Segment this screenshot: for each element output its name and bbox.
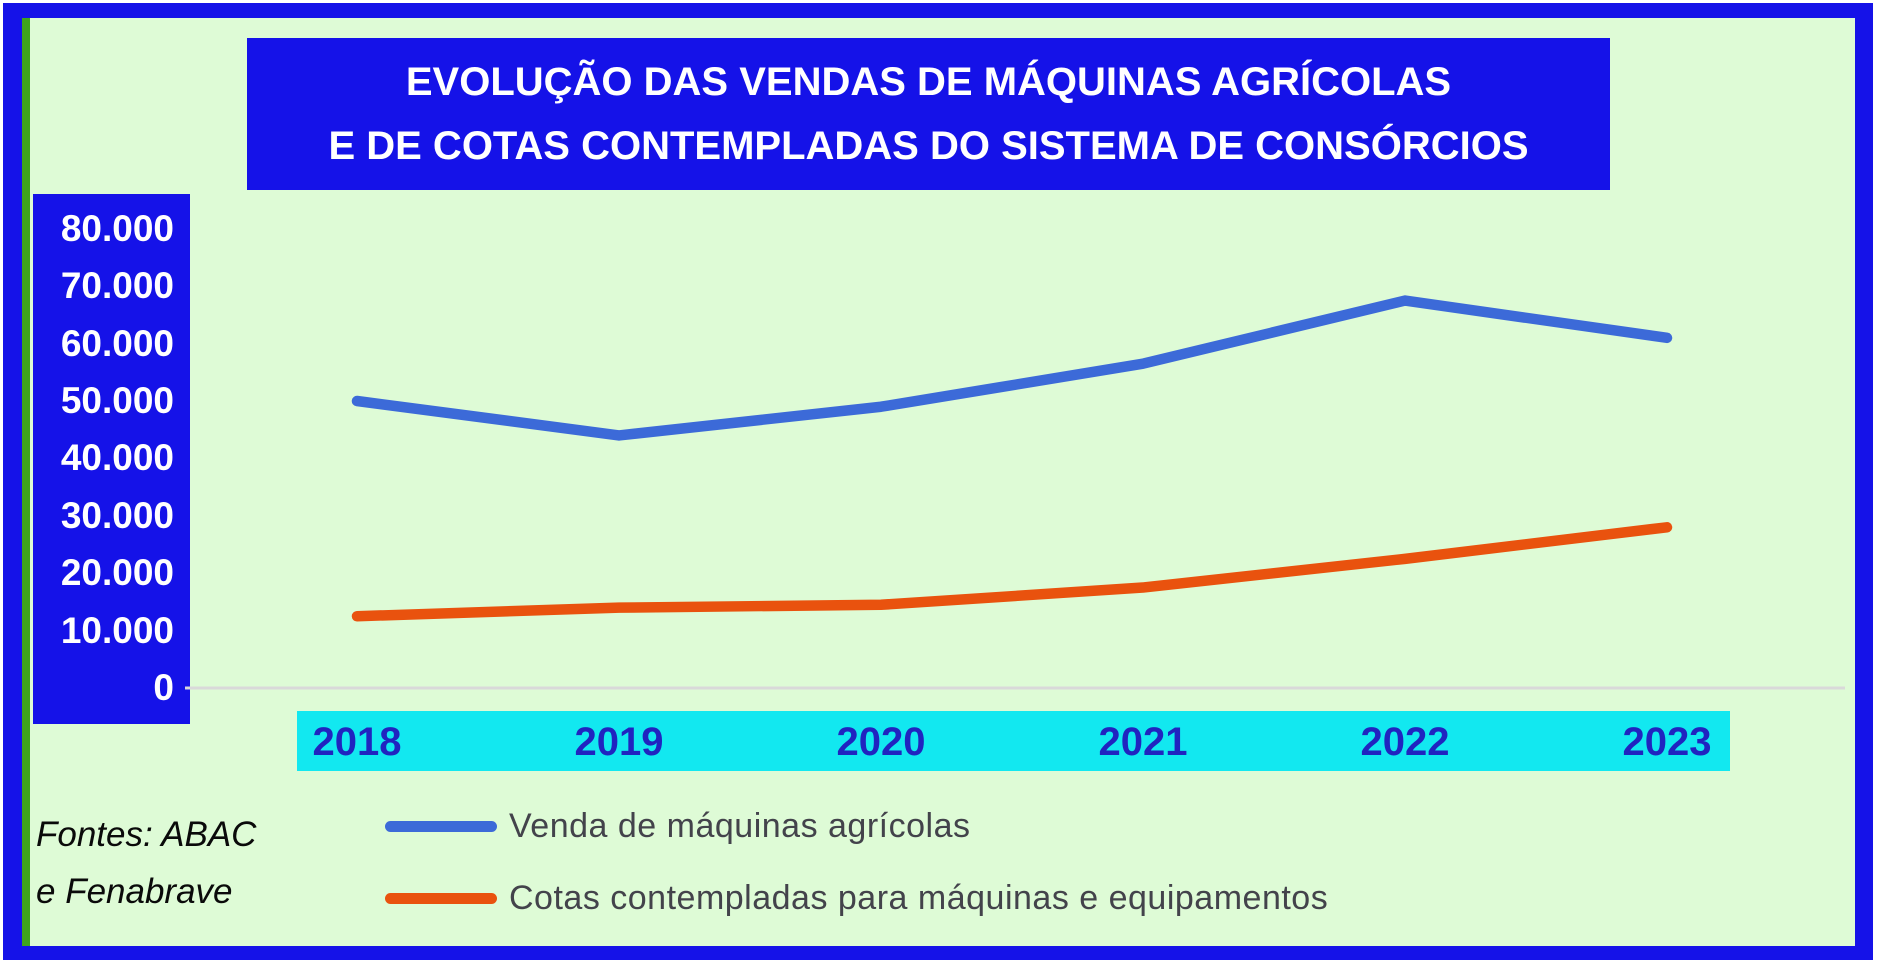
source-note: Fontes: ABAC e Fenabrave [36,806,256,920]
x-axis-year-label: 2019 [574,720,664,764]
frame-accent-stripe [22,18,30,946]
source-line2: e Fenabrave [36,872,233,911]
chart-title-banner: EVOLUÇÃO DAS VENDAS DE MÁQUINAS AGRÍCOLA… [247,38,1610,190]
y-axis-tick-label: 60.000 [60,322,174,364]
legend-swatch-orange-line [385,892,497,904]
y-axis-label-box: 80.000 70.000 60.000 50.000 40.000 30.000 20.0… [33,194,190,724]
y-axis-tick-label: 40.000 [60,437,174,479]
x-axis-year-label: 2021 [1098,720,1188,764]
x-axis-year-label: 2022 [1360,720,1450,764]
x-axis-year-label: 2020 [836,720,926,764]
y-axis-tick-label: 50.000 [60,380,174,421]
source-line1: Fontes: ABAC [36,815,257,854]
legend-item-cotas: Cotas contempladas para máquinas e equip… [385,862,1328,934]
y-axis-tick-label: 80.000 [60,207,174,249]
y-axis-tick-label: 70.000 [60,265,174,307]
chart-title-line2: E DE COTAS CONTEMPLADAS DO SISTEMA DE CO… [328,124,1529,168]
y-axis-tick-label: 20.000 [60,552,174,594]
x-axis-year-label: 2023 [1622,720,1712,764]
x-axis-band: 2018 2019 2020 2021 2022 2023 [297,711,1730,771]
y-axis-tick-label: 0 [153,667,174,708]
legend-item-venda: Venda de máquinas agrícolas [385,790,1328,862]
y-axis-tick-label: 10.000 [60,609,174,651]
x-axis-year-label: 2018 [312,720,402,764]
legend: Venda de máquinas agrícolas Cotas contem… [385,790,1328,934]
chart-title-line1: EVOLUÇÃO DAS VENDAS DE MÁQUINAS AGRÍCOLA… [405,60,1452,104]
legend-swatch-blue-line [385,820,497,832]
legend-label: Cotas contempladas para máquinas e equip… [509,878,1329,917]
legend-label: Venda de máquinas agrícolas [509,806,971,845]
y-axis-tick-label: 30.000 [60,494,174,536]
